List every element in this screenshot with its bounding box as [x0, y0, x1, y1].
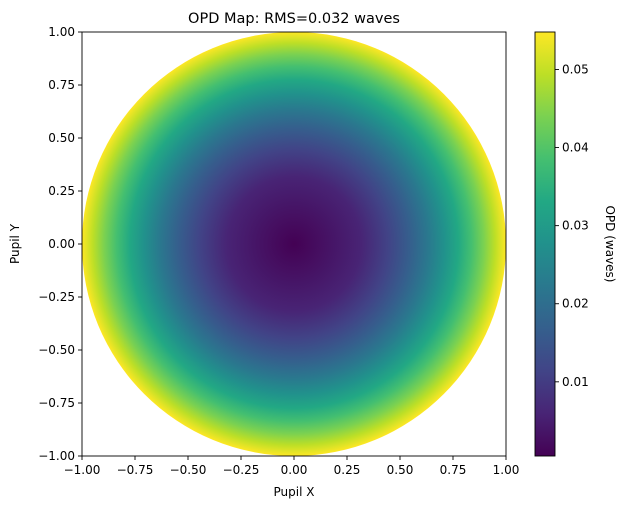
x-tick-label: −0.75: [117, 463, 154, 477]
colorbar-label: OPD (waves): [603, 205, 617, 282]
y-tick-label: 0.75: [48, 78, 75, 92]
x-tick-label: 0.25: [334, 463, 361, 477]
x-tick-label: −0.25: [223, 463, 260, 477]
colorbar: [534, 31, 556, 457]
y-axis-label: Pupil Y: [8, 223, 22, 264]
x-axis-ticks: −1.00 −0.75 −0.50 −0.25 0.00 0.25 0.50 0.75 1.00: [64, 456, 520, 477]
colorbar-tick-label: 0.04: [562, 141, 589, 155]
x-tick-label: 0.75: [440, 463, 467, 477]
y-tick-label: −1.00: [38, 449, 75, 463]
x-tick-label: 1.00: [493, 463, 520, 477]
colorbar-tick-label: 0.05: [562, 62, 589, 76]
y-tick-label: −0.50: [38, 343, 75, 357]
y-tick-label: 0.50: [48, 131, 75, 145]
x-tick-label: 0.00: [281, 463, 308, 477]
plot-area: [82, 32, 506, 456]
x-tick-label: −1.00: [64, 463, 101, 477]
y-tick-label: −0.75: [38, 396, 75, 410]
y-tick-label: 0.25: [48, 184, 75, 198]
colorbar-ticks: 0.01 0.02 0.03 0.04 0.05: [555, 62, 589, 389]
chart-title: OPD Map: RMS=0.032 waves: [188, 11, 400, 27]
y-tick-label: 1.00: [48, 25, 75, 39]
colorbar-tick-label: 0.03: [562, 219, 589, 233]
colorbar-tick-label: 0.02: [562, 297, 589, 311]
y-tick-label: 0.00: [48, 237, 75, 251]
x-tick-label: −0.50: [170, 463, 207, 477]
y-axis-ticks: 1.00 0.75 0.50 0.25 0.00 −0.25 −0.50 −0.75 −1.00: [38, 25, 82, 463]
colorbar-tick-label: 0.01: [562, 375, 589, 389]
y-tick-label: −0.25: [38, 290, 75, 304]
x-axis-label: Pupil X: [274, 485, 315, 499]
x-tick-label: 0.50: [387, 463, 414, 477]
opd-pupil-map: [82, 32, 506, 456]
